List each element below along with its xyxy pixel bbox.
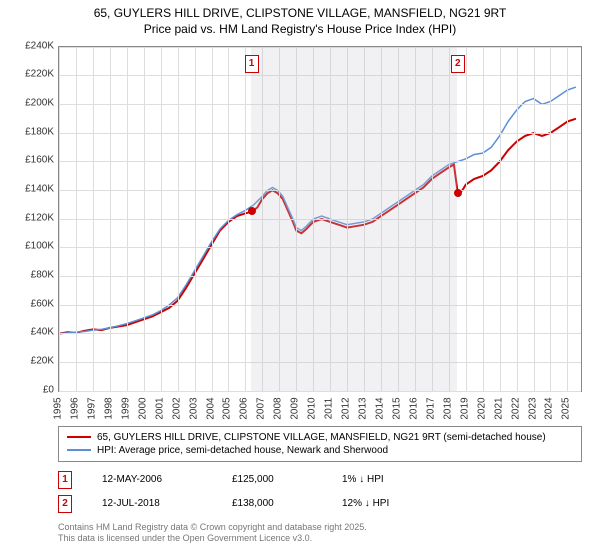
footer-line2: This data is licensed under the Open Gov… <box>58 533 590 545</box>
x-axis-label: 2003 <box>188 393 199 423</box>
sale-row-price: £125,000 <box>232 474 312 485</box>
y-axis-label: £160K <box>10 155 54 166</box>
x-axis-label: 2023 <box>527 393 538 423</box>
grid-line-v <box>245 47 246 391</box>
legend-swatch <box>67 449 91 451</box>
x-axis-label: 1998 <box>103 393 114 423</box>
x-axis-label: 2006 <box>239 393 250 423</box>
x-axis-label: 2013 <box>358 393 369 423</box>
legend-row: HPI: Average price, semi-detached house,… <box>67 444 573 457</box>
y-axis-label: £80K <box>10 269 54 280</box>
x-axis-label: 2007 <box>256 393 267 423</box>
grid-line-v <box>59 47 60 391</box>
x-axis-label: 2025 <box>561 393 572 423</box>
y-axis-label: £240K <box>10 40 54 51</box>
grid-line-h <box>59 391 581 392</box>
y-axis-label: £120K <box>10 212 54 223</box>
legend-swatch <box>67 436 91 439</box>
x-axis-label: 2001 <box>154 393 165 423</box>
grid-line-v <box>534 47 535 391</box>
chart-area: 12 £0£20K£40K£60K£80K£100K£120K£140K£160… <box>10 42 590 422</box>
x-axis-label: 2002 <box>171 393 182 423</box>
sale-row-date: 12-MAY-2006 <box>102 474 202 485</box>
x-axis-label: 2016 <box>408 393 419 423</box>
sale-row-price: £138,000 <box>232 498 312 509</box>
sale-row-date: 12-JUL-2018 <box>102 498 202 509</box>
legend-label: HPI: Average price, semi-detached house,… <box>97 445 388 456</box>
x-axis-label: 2012 <box>341 393 352 423</box>
grid-line-v <box>228 47 229 391</box>
sale-row: 1 12-MAY-2006 £125,000 1% ↓ HPI <box>58 468 582 492</box>
x-axis-label: 1999 <box>120 393 131 423</box>
sale-row-hpi: 12% ↓ HPI <box>342 498 442 509</box>
grid-line-v <box>517 47 518 391</box>
y-axis-label: £140K <box>10 183 54 194</box>
y-axis-label: £100K <box>10 241 54 252</box>
x-axis-label: 2010 <box>307 393 318 423</box>
footer-attribution: Contains HM Land Registry data © Crown c… <box>58 522 590 545</box>
shaded-region <box>251 47 458 391</box>
grid-line-v <box>178 47 179 391</box>
x-axis-label: 1996 <box>69 393 80 423</box>
x-axis-label: 2018 <box>442 393 453 423</box>
x-axis-label: 2011 <box>324 393 335 423</box>
grid-line-v <box>76 47 77 391</box>
sale-marker-box: 2 <box>451 55 465 73</box>
x-axis-label: 2022 <box>510 393 521 423</box>
x-axis-label: 1995 <box>53 393 64 423</box>
grid-line-v <box>144 47 145 391</box>
x-axis-label: 2004 <box>205 393 216 423</box>
x-axis-label: 2017 <box>425 393 436 423</box>
sale-row-marker: 1 <box>58 471 72 489</box>
x-axis-label: 2024 <box>544 393 555 423</box>
x-axis-label: 2009 <box>290 393 301 423</box>
y-axis-label: £0 <box>10 384 54 395</box>
x-axis-label: 2020 <box>476 393 487 423</box>
legend-label: 65, GUYLERS HILL DRIVE, CLIPSTONE VILLAG… <box>97 432 546 443</box>
grid-line-v <box>550 47 551 391</box>
sale-dot <box>248 207 256 215</box>
chart-title-line2: Price paid vs. HM Land Registry's House … <box>10 22 590 36</box>
sale-marker-box: 1 <box>245 55 259 73</box>
x-axis-label: 2015 <box>391 393 402 423</box>
sale-row: 2 12-JUL-2018 £138,000 12% ↓ HPI <box>58 492 582 516</box>
plot-region: 12 <box>58 46 582 392</box>
grid-line-v <box>212 47 213 391</box>
grid-line-v <box>466 47 467 391</box>
footer-line1: Contains HM Land Registry data © Crown c… <box>58 522 590 534</box>
legend-row: 65, GUYLERS HILL DRIVE, CLIPSTONE VILLAG… <box>67 431 573 444</box>
y-axis-label: £180K <box>10 126 54 137</box>
grid-line-v <box>483 47 484 391</box>
x-axis-label: 2014 <box>375 393 386 423</box>
grid-line-v <box>500 47 501 391</box>
sale-dot <box>454 189 462 197</box>
x-axis-label: 1997 <box>86 393 97 423</box>
y-axis-label: £200K <box>10 97 54 108</box>
x-axis-label: 2008 <box>273 393 284 423</box>
y-axis-label: £40K <box>10 327 54 338</box>
x-axis-label: 2019 <box>459 393 470 423</box>
grid-line-v <box>93 47 94 391</box>
y-axis-label: £220K <box>10 69 54 80</box>
legend-box: 65, GUYLERS HILL DRIVE, CLIPSTONE VILLAG… <box>58 426 582 462</box>
sale-row-hpi: 1% ↓ HPI <box>342 474 442 485</box>
chart-container: 65, GUYLERS HILL DRIVE, CLIPSTONE VILLAG… <box>0 0 600 560</box>
chart-title-line1: 65, GUYLERS HILL DRIVE, CLIPSTONE VILLAG… <box>10 6 590 22</box>
x-axis-label: 2021 <box>493 393 504 423</box>
sales-table: 1 12-MAY-2006 £125,000 1% ↓ HPI 2 12-JUL-2018… <box>58 468 582 516</box>
grid-line-v <box>195 47 196 391</box>
x-axis-label: 2005 <box>222 393 233 423</box>
grid-line-v <box>567 47 568 391</box>
grid-line-v <box>110 47 111 391</box>
y-axis-label: £20K <box>10 355 54 366</box>
grid-line-v <box>127 47 128 391</box>
y-axis-label: £60K <box>10 298 54 309</box>
grid-line-v <box>161 47 162 391</box>
sale-row-marker: 2 <box>58 495 72 513</box>
x-axis-label: 2000 <box>137 393 148 423</box>
